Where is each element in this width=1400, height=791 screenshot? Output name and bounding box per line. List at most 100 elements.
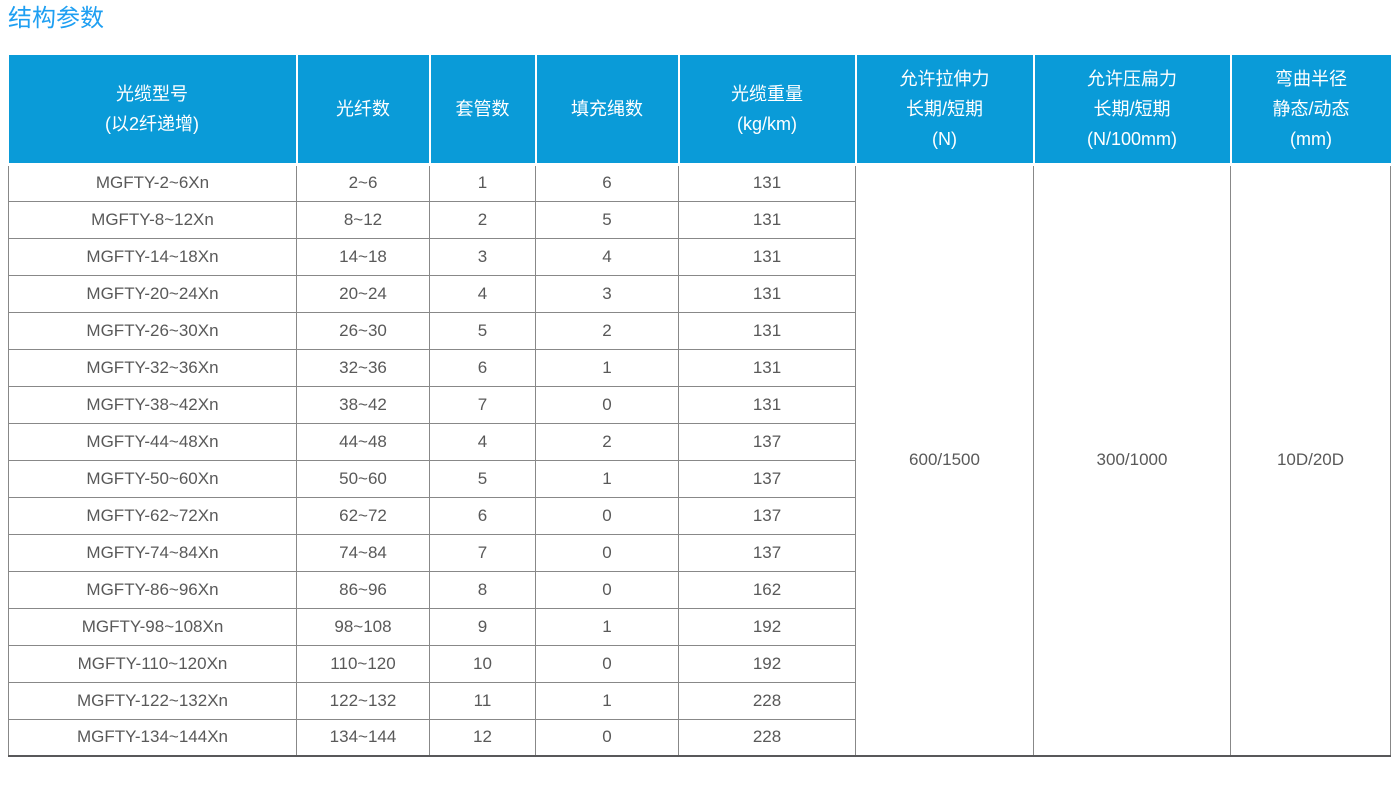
table-row: MGFTY-2~6Xn 2~6 1 6 131 600/1500 300/100… [8,163,1391,757]
table-row: MGFTY-98~108Xn 98~108 9 1 192 [8,607,1391,646]
cell-tubes: 4 [429,422,536,461]
table-row: MGFTY-32~36Xn 32~36 6 1 131 [8,348,1391,387]
cell-weight: 131 [678,163,856,202]
cell-tubes: 6 [429,348,536,387]
cell-tubes: 11 [429,681,536,720]
cell-tubes: 12 [429,718,536,757]
cell-weight: 131 [678,311,856,350]
cell-fillers: 4 [535,237,679,276]
header-tube-count: 套管数 [429,55,537,166]
cell-model: MGFTY-14~18Xn [8,237,297,276]
cell-tubes: 1 [429,163,536,202]
cell-model: MGFTY-134~144Xn [8,718,297,757]
cell-weight: 131 [678,274,856,313]
cell-fibers: 50~60 [296,459,430,498]
structure-params-table: 光缆型号 (以2纤递增) 光纤数 套管数 填充绳数 光缆重量 (kg/km) 允… [8,55,1391,757]
cell-weight: 131 [678,348,856,387]
cell-fillers: 2 [535,311,679,350]
cell-crush-merged: 300/1000 [1033,163,1231,757]
cell-weight: 192 [678,607,856,646]
header-crush-force: 允许压扁力 长期/短期 (N/100mm) [1033,55,1232,166]
cell-tubes: 3 [429,237,536,276]
cell-weight: 137 [678,496,856,535]
cell-fillers: 0 [535,533,679,572]
cell-fillers: 3 [535,274,679,313]
header-cable-weight: 光缆重量 (kg/km) [678,55,857,166]
header-cable-model: 光缆型号 (以2纤递增) [8,55,298,166]
table-row: MGFTY-14~18Xn 14~18 3 4 131 [8,237,1391,276]
cell-fibers: 98~108 [296,607,430,646]
cell-fibers: 2~6 [296,163,430,202]
cell-tubes: 5 [429,311,536,350]
header-row: 光缆型号 (以2纤递增) 光纤数 套管数 填充绳数 光缆重量 (kg/km) 允… [8,55,1391,166]
cell-weight: 137 [678,533,856,572]
cell-model: MGFTY-110~120Xn [8,644,297,683]
cell-model: MGFTY-32~36Xn [8,348,297,387]
cell-tubes: 7 [429,385,536,424]
cell-fibers: 122~132 [296,681,430,720]
header-filler-count: 填充绳数 [535,55,680,166]
table-row: MGFTY-110~120Xn 110~120 10 0 192 [8,644,1391,683]
cell-fillers: 6 [535,163,679,202]
cell-model: MGFTY-62~72Xn [8,496,297,535]
cell-fibers: 62~72 [296,496,430,535]
cell-weight: 162 [678,570,856,609]
structure-params-section: 结构参数 光缆型号 (以2纤递增) 光纤数 套管数 填充绳数 光缆重量 (kg/… [8,5,1391,757]
cell-weight: 228 [678,681,856,720]
cell-model: MGFTY-44~48Xn [8,422,297,461]
cell-fillers: 0 [535,644,679,683]
cell-fillers: 0 [535,570,679,609]
cell-model: MGFTY-98~108Xn [8,607,297,646]
table-row: MGFTY-74~84Xn 74~84 7 0 137 [8,533,1391,572]
cell-weight: 131 [678,237,856,276]
cell-fillers: 0 [535,718,679,757]
cell-fillers: 1 [535,348,679,387]
cell-fibers: 74~84 [296,533,430,572]
cell-fillers: 1 [535,459,679,498]
cell-tubes: 8 [429,570,536,609]
cell-model: MGFTY-50~60Xn [8,459,297,498]
cell-weight: 131 [678,385,856,424]
cell-fillers: 1 [535,681,679,720]
table-row: MGFTY-134~144Xn 134~144 12 0 228 [8,718,1391,757]
table-row: MGFTY-38~42Xn 38~42 7 0 131 [8,385,1391,424]
cell-fillers: 1 [535,607,679,646]
table-row: MGFTY-26~30Xn 26~30 5 2 131 [8,311,1391,350]
header-fiber-count: 光纤数 [296,55,431,166]
cell-fibers: 86~96 [296,570,430,609]
page-title: 结构参数 [8,5,104,32]
cell-tubes: 2 [429,200,536,239]
cell-model: MGFTY-38~42Xn [8,385,297,424]
cell-fibers: 38~42 [296,385,430,424]
cell-fillers: 5 [535,200,679,239]
cell-fibers: 134~144 [296,718,430,757]
cell-fibers: 14~18 [296,237,430,276]
table-row: MGFTY-8~12Xn 8~12 2 5 131 [8,200,1391,239]
header-bend-radius: 弯曲半径 静态/动态 (mm) [1230,55,1391,166]
cell-tubes: 9 [429,607,536,646]
cell-tubes: 6 [429,496,536,535]
cell-model: MGFTY-2~6Xn [8,163,297,202]
cell-fibers: 26~30 [296,311,430,350]
table-row: MGFTY-62~72Xn 62~72 6 0 137 [8,496,1391,535]
cell-fibers: 20~24 [296,274,430,313]
cell-weight: 228 [678,718,856,757]
table-row: MGFTY-20~24Xn 20~24 4 3 131 [8,274,1391,313]
table-body: MGFTY-2~6Xn 2~6 1 6 131 600/1500 300/100… [8,163,1391,757]
table-row: MGFTY-50~60Xn 50~60 5 1 137 [8,459,1391,498]
table-row: MGFTY-122~132Xn 122~132 11 1 228 [8,681,1391,720]
cell-fibers: 110~120 [296,644,430,683]
cell-model: MGFTY-20~24Xn [8,274,297,313]
cell-tubes: 5 [429,459,536,498]
cell-bend-merged: 10D/20D [1230,163,1391,757]
cell-fibers: 32~36 [296,348,430,387]
cell-weight: 192 [678,644,856,683]
cell-model: MGFTY-86~96Xn [8,570,297,609]
cell-weight: 131 [678,200,856,239]
cell-model: MGFTY-122~132Xn [8,681,297,720]
table-row: MGFTY-44~48Xn 44~48 4 2 137 [8,422,1391,461]
cell-model: MGFTY-8~12Xn [8,200,297,239]
table-header: 光缆型号 (以2纤递增) 光纤数 套管数 填充绳数 光缆重量 (kg/km) 允… [8,55,1391,166]
cell-tubes: 7 [429,533,536,572]
cell-weight: 137 [678,422,856,461]
